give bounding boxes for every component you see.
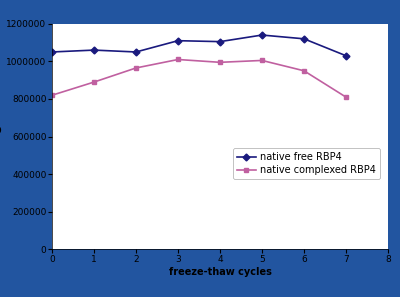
native complexed RBP4 xyxy=(344,95,348,99)
native free RBP4 xyxy=(260,33,264,37)
native free RBP4 xyxy=(134,50,138,54)
native free RBP4 xyxy=(92,48,96,52)
native complexed RBP4 xyxy=(218,61,222,64)
native free RBP4 xyxy=(302,37,306,41)
native free RBP4 xyxy=(218,40,222,43)
Y-axis label: O
D: O D xyxy=(0,126,1,147)
native complexed RBP4 xyxy=(134,66,138,70)
Line: native complexed RBP4: native complexed RBP4 xyxy=(50,57,348,99)
native free RBP4 xyxy=(344,54,348,58)
native complexed RBP4 xyxy=(50,94,54,97)
native complexed RBP4 xyxy=(176,58,180,61)
Legend: native free RBP4, native complexed RBP4: native free RBP4, native complexed RBP4 xyxy=(233,148,380,179)
native complexed RBP4 xyxy=(302,69,306,72)
native complexed RBP4 xyxy=(260,59,264,62)
native free RBP4 xyxy=(176,39,180,42)
native free RBP4 xyxy=(50,50,54,54)
Line: native free RBP4: native free RBP4 xyxy=(50,33,348,58)
X-axis label: freeze-thaw cycles: freeze-thaw cycles xyxy=(168,267,272,277)
native complexed RBP4 xyxy=(92,80,96,84)
